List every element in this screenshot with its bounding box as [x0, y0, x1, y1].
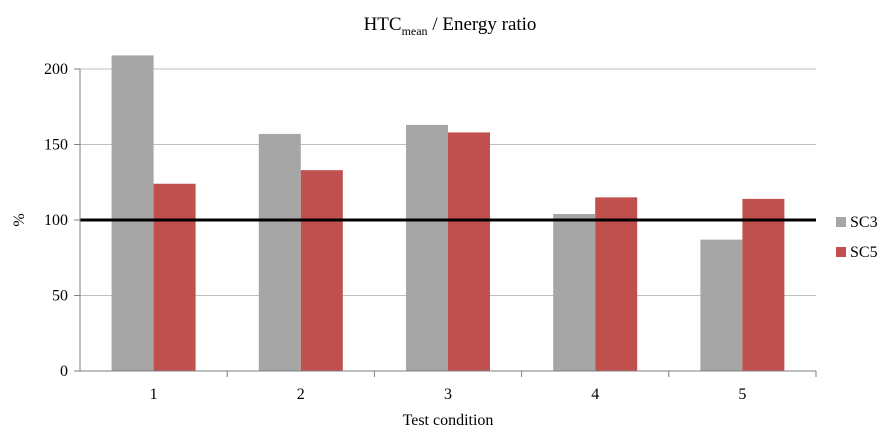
- axes: 0 50 100 150 200 1 2 3 4 5: [44, 61, 817, 403]
- y-tick-label: 200: [44, 61, 68, 78]
- bar-sc3-2: [258, 133, 301, 371]
- x-tick-label: 3: [444, 386, 452, 403]
- bar-sc3-5: [700, 239, 743, 371]
- legend-label-sc5: SC5: [850, 244, 878, 261]
- chart-title: HTCmean / Energy ratio: [364, 14, 537, 38]
- y-tick-label: 0: [60, 363, 68, 380]
- y-tick-label: 100: [44, 212, 68, 229]
- bars: [111, 55, 785, 372]
- bar-sc3-3: [406, 124, 448, 372]
- x-tick-label: 2: [297, 386, 305, 403]
- bar-sc5-5: [742, 198, 785, 371]
- y-tick-label: 150: [44, 137, 68, 154]
- x-tick-label: 5: [738, 386, 746, 403]
- y-axis-label: %: [11, 213, 28, 226]
- legend-swatch-sc5: [836, 247, 846, 257]
- bar-sc5-1: [153, 183, 196, 371]
- legend-label-sc3: SC3: [850, 214, 878, 231]
- x-tick-label: 1: [150, 386, 158, 403]
- bar-sc5-2: [300, 170, 343, 371]
- bar-sc3-1: [111, 55, 154, 371]
- x-tick-label: 4: [591, 386, 599, 403]
- bar-sc3-4: [553, 213, 596, 371]
- y-tick-label: 50: [52, 288, 68, 305]
- x-axis-label: Test condition: [403, 412, 494, 429]
- legend: SC3 SC5: [836, 214, 878, 261]
- bar-sc5-4: [595, 197, 638, 371]
- bar-sc5-3: [448, 132, 490, 371]
- legend-swatch-sc3: [836, 217, 846, 227]
